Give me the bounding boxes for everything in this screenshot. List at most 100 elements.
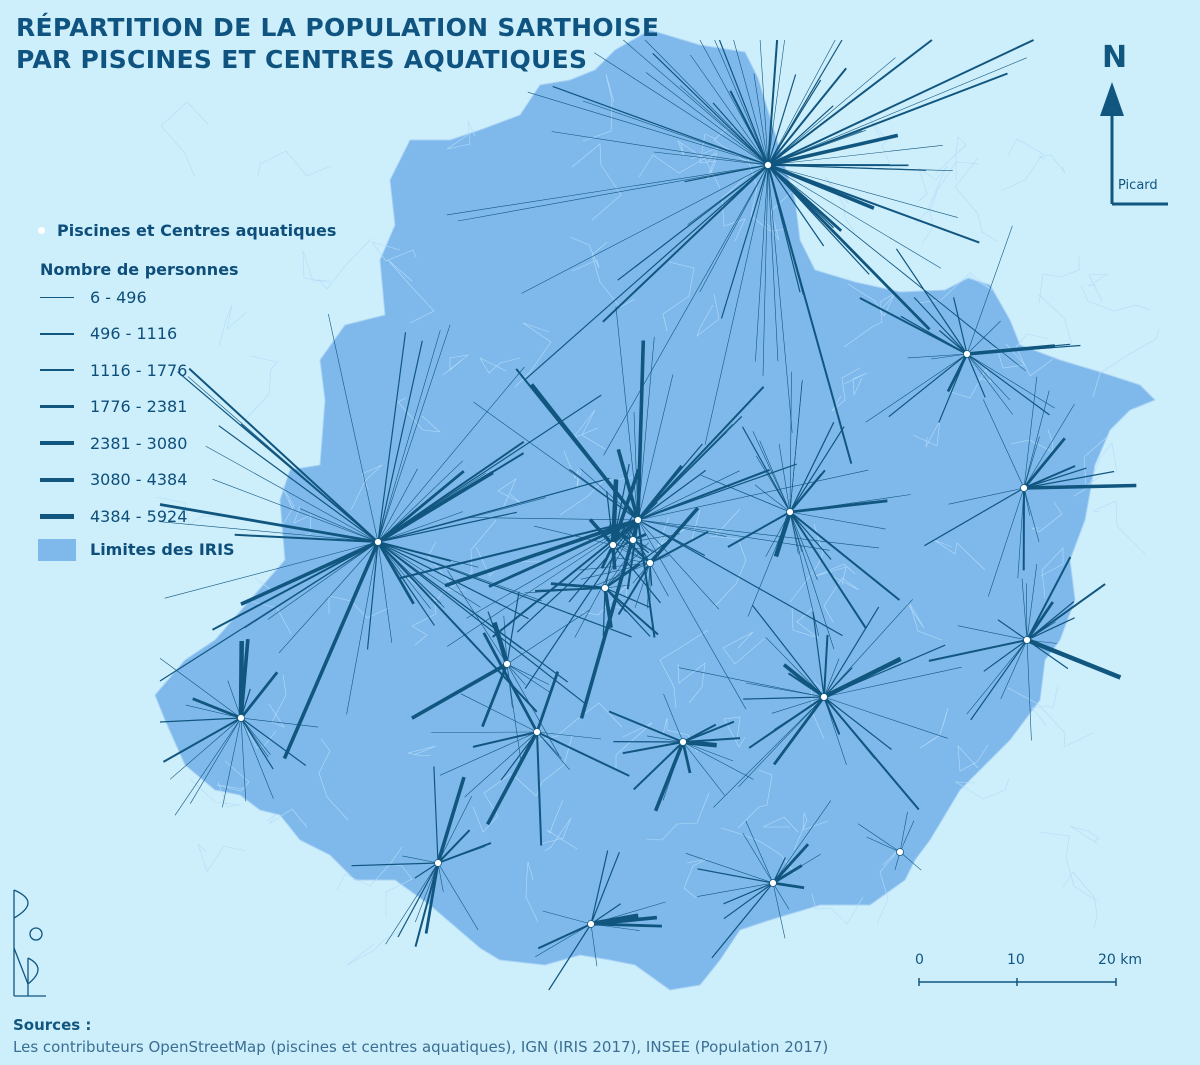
flow-line (328, 313, 379, 543)
flow-line (377, 440, 525, 543)
flow-line (267, 541, 379, 620)
flow-line (637, 519, 656, 638)
flow-line (604, 554, 630, 589)
flow-line (789, 469, 826, 513)
flow-line (1026, 583, 1028, 641)
flow-line (755, 164, 769, 362)
flow-line (697, 882, 774, 897)
pool-marker (820, 693, 828, 701)
flow-line (767, 39, 1035, 166)
flow-line (377, 541, 529, 620)
flow-line (603, 164, 769, 456)
iris-boundary (244, 355, 278, 421)
flow-line (447, 570, 508, 665)
flow-line (767, 164, 779, 362)
pool-marker (503, 660, 511, 668)
flow-line (645, 72, 769, 166)
flow-line (755, 455, 791, 513)
iris-swatch-icon (38, 538, 76, 561)
iris-boundary (847, 283, 895, 317)
flow-line (240, 717, 319, 728)
flow-line (865, 353, 968, 423)
iris-boundaries (155, 73, 1160, 966)
legend-classes: 6 - 496 496 - 1116 1116 - 1776 1776 - 2381 2… (34, 279, 336, 535)
flow-line (506, 663, 526, 686)
flow-line (466, 519, 639, 619)
flow-line (437, 846, 486, 864)
flow-line (718, 39, 769, 166)
flow-line (536, 731, 630, 777)
flow-line (823, 696, 892, 750)
flow-line (377, 470, 465, 544)
iris-boundary (479, 357, 521, 374)
iris-boundary (569, 236, 600, 272)
flow-line (239, 658, 242, 719)
sources-heading: Sources : (13, 1016, 92, 1034)
iris-boundary (526, 702, 623, 744)
flow-line (767, 145, 943, 166)
flow-line (590, 923, 598, 967)
iris-boundary (916, 272, 993, 304)
pool-dot-icon (38, 226, 45, 234)
pool-marker (1020, 484, 1028, 492)
flow-line (377, 541, 632, 638)
flow-line (772, 882, 786, 939)
flow-line (773, 511, 793, 558)
flow-line (895, 248, 968, 355)
flow-line (762, 164, 769, 377)
flow-line (159, 521, 379, 543)
iris-boundary (699, 133, 717, 180)
flow-line (767, 164, 793, 433)
flow-line (473, 401, 639, 521)
flow-line (632, 562, 651, 584)
iris-boundary (475, 546, 543, 577)
flow-line (506, 663, 552, 694)
flow-line (159, 503, 379, 544)
flow-line (606, 491, 614, 546)
iris-boundary (539, 817, 572, 852)
flow-line (767, 57, 1027, 166)
flow-line (240, 540, 379, 606)
iris-boundary (843, 372, 868, 396)
flow-line (457, 164, 769, 222)
flow-line (767, 164, 853, 464)
flow-line (767, 164, 835, 229)
iris-boundary (737, 769, 773, 829)
flow-line (637, 519, 720, 610)
flow-line (649, 562, 669, 597)
flow-line (924, 487, 1025, 547)
flow-line (966, 344, 1081, 355)
flow-line (437, 829, 471, 864)
flow-line (767, 57, 896, 166)
flow-line (550, 582, 606, 590)
iris-boundary (385, 864, 413, 917)
flow-line (636, 340, 646, 521)
iris-boundary (918, 166, 947, 202)
flow-line (711, 882, 774, 959)
flow-line (366, 541, 379, 650)
flow-line (1023, 390, 1050, 489)
map-title: RÉPARTITION DE LA POPULATION SARTHOISE P… (16, 12, 659, 76)
iris-boundary (1037, 293, 1073, 350)
flow-line (1026, 621, 1056, 641)
iris-boundary (1069, 825, 1100, 845)
iris-boundary (293, 505, 312, 537)
logo-icon (13, 889, 46, 997)
flow-line (590, 851, 620, 925)
flow-line (1023, 470, 1115, 489)
flow-line (604, 587, 651, 608)
iris-boundary (690, 146, 720, 180)
flow-line (767, 164, 825, 247)
flow-line (723, 882, 774, 905)
iris-boundary (446, 120, 476, 150)
flow-line (205, 445, 379, 543)
flow-line (649, 530, 709, 564)
flow-line (460, 693, 538, 733)
flow-line (590, 850, 609, 925)
pool-marker (646, 559, 654, 567)
title-line-2: PAR PISCINES ET CENTRES AQUATIQUES (16, 45, 588, 74)
flow-line (377, 477, 610, 543)
flow-line (377, 340, 423, 543)
flow-line (402, 855, 439, 864)
flow-line (414, 862, 439, 879)
